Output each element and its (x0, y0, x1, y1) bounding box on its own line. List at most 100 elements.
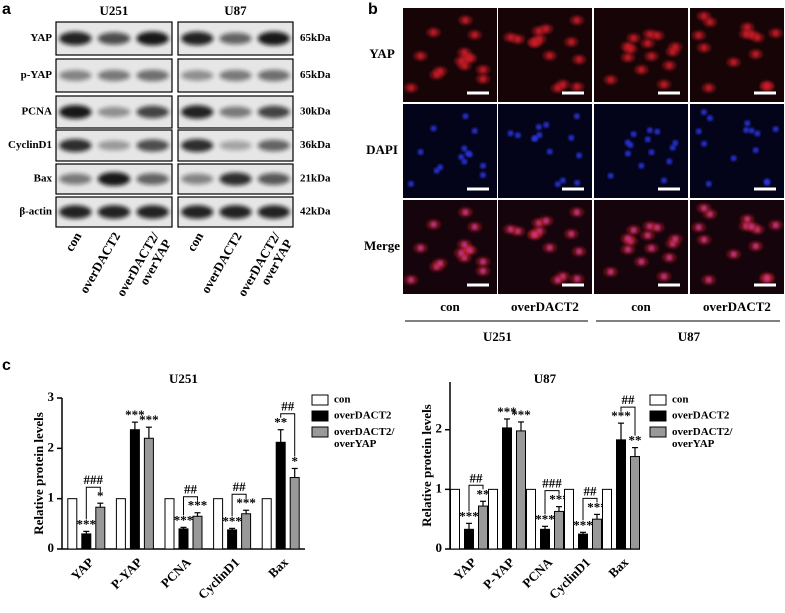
nucleus (408, 276, 415, 283)
nucleus (458, 58, 465, 65)
nucleus (462, 17, 469, 24)
micrograph (690, 104, 784, 198)
nucleus (695, 128, 702, 135)
nucleus (417, 53, 424, 60)
nucleus (466, 247, 473, 254)
nucleus (660, 81, 667, 88)
significance: *** (549, 492, 569, 507)
nucleus (471, 127, 478, 134)
band (219, 140, 252, 151)
lane-label: con (62, 229, 85, 254)
column-label: con (631, 299, 651, 314)
nucleus (648, 53, 655, 60)
band (219, 70, 252, 81)
x-tick-label: YAP (451, 555, 480, 584)
y-tick-label: 2 (436, 421, 443, 436)
nucleus (543, 217, 550, 224)
nucleus (554, 85, 561, 92)
comparison-bracket (85, 486, 101, 520)
band (136, 139, 169, 152)
comparison-label: ### (542, 476, 562, 491)
bar (540, 528, 550, 550)
nucleus (654, 128, 661, 135)
size-label: 30kDa (300, 106, 331, 118)
nucleus (706, 211, 713, 218)
nucleus (559, 177, 566, 184)
significance: ** (477, 486, 490, 501)
nucleus (480, 258, 487, 265)
nucleus (701, 44, 708, 51)
nucleus (744, 24, 751, 31)
significance: *** (573, 517, 593, 532)
nucleus (705, 180, 712, 187)
nucleus (461, 145, 468, 152)
bar (602, 488, 612, 550)
panel-letter: a (2, 1, 11, 18)
nucleus (568, 134, 575, 141)
nucleus (466, 55, 473, 62)
legend-label: overDACT2 (672, 410, 730, 422)
legend-swatch (649, 394, 667, 406)
bar (502, 427, 512, 550)
nucleus (461, 158, 468, 165)
comparison-label: ## (184, 482, 198, 497)
nucleus (764, 83, 771, 90)
protein-label: PCNA (21, 106, 52, 118)
nucleus (672, 139, 679, 146)
comparison-label: ## (281, 399, 295, 414)
band (97, 205, 131, 219)
nucleus (576, 152, 583, 159)
bar (261, 498, 272, 550)
legend-label: con (672, 394, 689, 406)
x-tick-label: PCNA (158, 554, 195, 591)
nucleus (543, 121, 550, 128)
nucleus (744, 120, 751, 127)
significance: ** (629, 433, 642, 448)
bar (81, 533, 92, 550)
legend-label: overDACT2 (334, 410, 392, 422)
nucleus (630, 35, 637, 42)
x-tick-label: P-YAP (480, 555, 517, 592)
nucleus (546, 148, 553, 155)
x-tick-label: PCNA (519, 554, 556, 591)
column-label: con (440, 299, 460, 314)
nucleus (417, 245, 424, 252)
band (257, 31, 290, 46)
band (97, 106, 131, 118)
legend-swatch (649, 410, 667, 422)
legend-swatch (649, 426, 667, 438)
x-tick-label: CyclinD1 (546, 555, 593, 602)
band (97, 140, 131, 151)
comparison-bracket (280, 413, 296, 457)
nucleus (507, 34, 514, 41)
band (181, 138, 214, 153)
significance: * (97, 488, 104, 503)
bar (616, 439, 626, 550)
nucleus (479, 75, 486, 82)
band (136, 105, 169, 119)
significance: * (291, 453, 298, 468)
legend-label: con (334, 394, 351, 406)
nucleus (672, 235, 679, 242)
nucleus (466, 151, 473, 158)
column-label: overDACT2 (703, 299, 771, 314)
column-label: overDACT2 (511, 299, 579, 314)
nucleus (706, 19, 713, 26)
protein-label: p-YAP (21, 69, 53, 81)
nucleus (644, 232, 651, 239)
y-axis-label: Relative protein levels (419, 404, 434, 527)
band (257, 139, 290, 152)
nucleus (701, 236, 708, 243)
x-tick-label: Bax (265, 554, 291, 580)
band (181, 31, 214, 46)
nucleus (772, 30, 779, 37)
nucleus (666, 158, 673, 165)
protein-label: CyclinD1 (8, 139, 52, 151)
nucleus (666, 254, 673, 261)
size-label: 42kDa (300, 206, 331, 218)
significance: *** (535, 511, 555, 526)
band (136, 205, 169, 219)
nucleus (573, 17, 580, 24)
nucleus (458, 250, 465, 257)
